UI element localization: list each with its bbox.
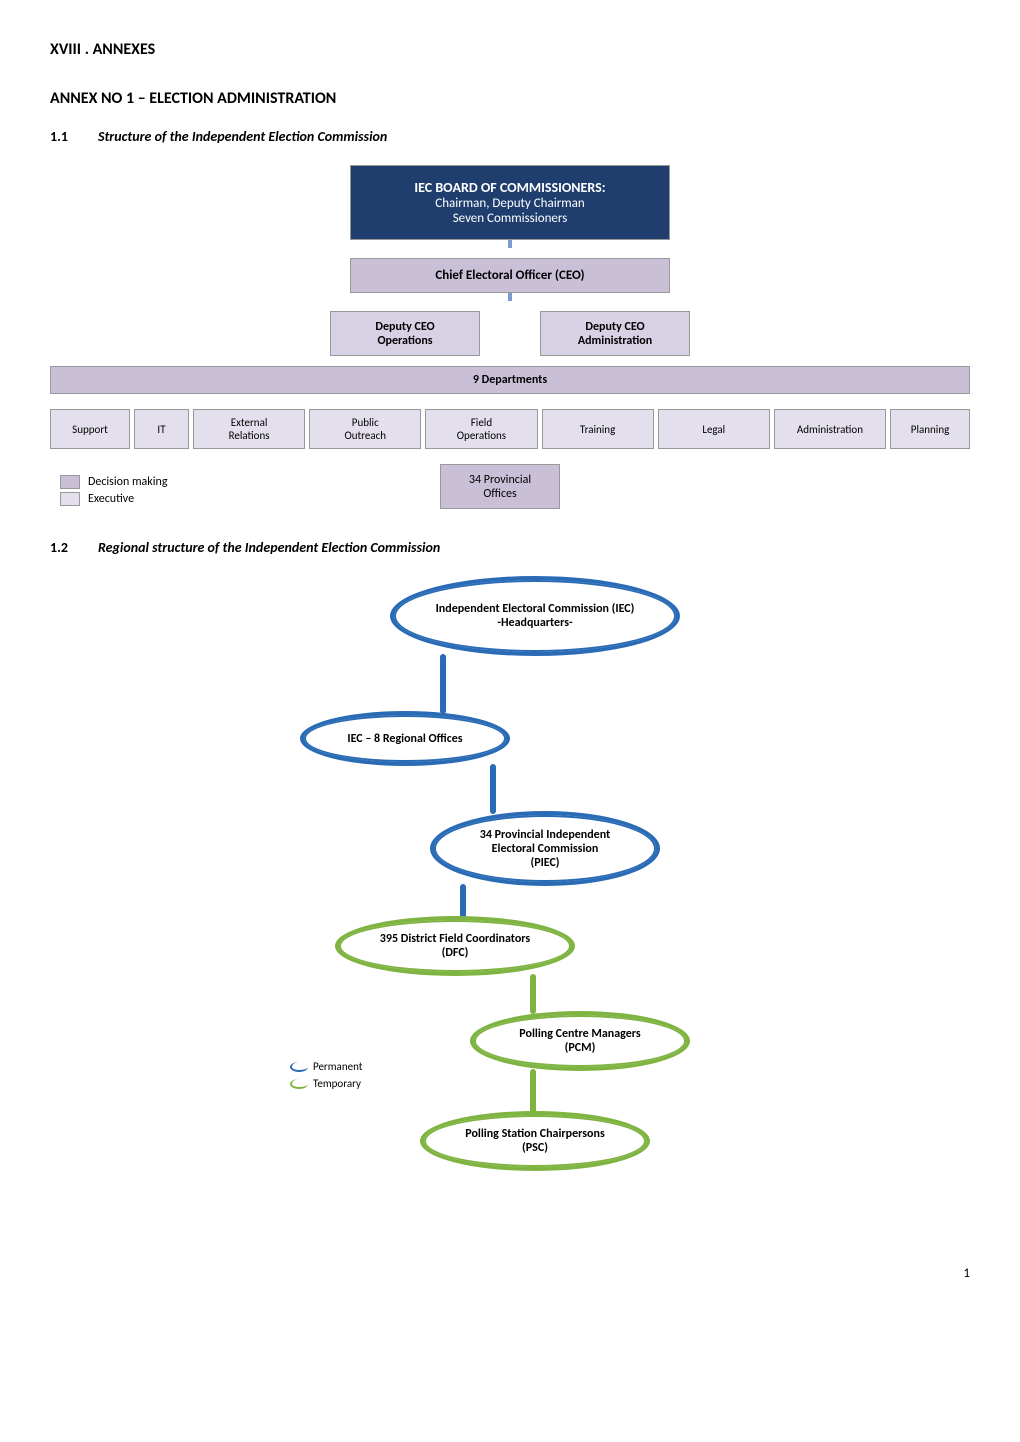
dep-admin-2: Administration xyxy=(578,334,652,348)
ext-rel-2: Relations xyxy=(229,429,270,442)
reg-off-label: IEC – 8 Regional Offices xyxy=(347,732,462,746)
dept-administration: Administration xyxy=(774,409,886,449)
psc-1: Polling Station Chairpersons xyxy=(465,1127,604,1141)
swoosh-green-icon xyxy=(290,1079,308,1089)
swoosh-blue-icon xyxy=(290,1062,308,1072)
dfc-1: 395 District Field Coordinators xyxy=(380,932,530,946)
piec-1: 34 Provincial Independent xyxy=(480,828,610,842)
ext-rel-1: External xyxy=(231,416,268,429)
board-line1: IEC BOARD OF COMMISSIONERS: xyxy=(414,179,605,196)
prov-2: Offices xyxy=(483,487,516,501)
board-line2: Chairman, Deputy Chairman xyxy=(435,196,584,211)
dept-planning: Planning xyxy=(890,409,970,449)
pcm-2: (PCM) xyxy=(565,1041,596,1055)
regional-structure-diagram: Independent Electoral Commission (IEC) -… xyxy=(290,576,730,1226)
oval-piec: 34 Provincial Independent Electoral Comm… xyxy=(430,811,660,886)
connector xyxy=(530,1069,536,1114)
oval-dfc: 395 District Field Coordinators (DFC) xyxy=(335,916,575,976)
piec-2: Electoral Commission xyxy=(492,842,599,856)
regional-legend: Permanent Temporary xyxy=(290,1056,362,1094)
field-1: Field xyxy=(471,416,492,429)
hq-line2: -Headquarters- xyxy=(497,616,572,630)
subsection-1-1: 1.1 Structure of the Independent Electio… xyxy=(50,128,970,145)
subsection-num: 1.1 xyxy=(50,128,68,145)
piec-3: (PIEC) xyxy=(530,856,559,870)
legend-temporary-label: Temporary xyxy=(313,1077,361,1090)
dep-admin-1: Deputy CEO xyxy=(585,320,644,334)
provincial-offices-box: 34 Provincial Offices xyxy=(440,464,560,509)
subsection-1-2: 1.2 Regional structure of the Independen… xyxy=(50,539,970,556)
oval-psc: Polling Station Chairpersons (PSC) xyxy=(420,1111,650,1171)
deputy-row: Deputy CEO Operations Deputy CEO Adminis… xyxy=(50,311,970,356)
org-chart-structure: IEC BOARD OF COMMISSIONERS: Chairman, De… xyxy=(50,165,970,509)
board-box: IEC BOARD OF COMMISSIONERS: Chairman, De… xyxy=(350,165,670,240)
deputy-admin-box: Deputy CEO Administration xyxy=(540,311,690,356)
oval-hq: Independent Electoral Commission (IEC) -… xyxy=(390,576,680,656)
dept-legal: Legal xyxy=(658,409,770,449)
connector xyxy=(508,240,512,248)
connector xyxy=(440,654,446,714)
page-heading: XVIII . ANNEXES xyxy=(50,40,970,59)
legend-swatch-dm xyxy=(60,475,80,489)
dept-public-outreach: Public Outreach xyxy=(309,409,421,449)
annex-heading: ANNEX NO 1 – ELECTION ADMINISTRATION xyxy=(50,89,970,108)
connector xyxy=(490,764,496,814)
legend-executive: Executive xyxy=(60,492,167,506)
connector xyxy=(460,884,466,919)
legend-ex-label: Executive xyxy=(88,492,134,506)
pub-out-2: Outreach xyxy=(344,429,386,442)
psc-2: (PSC) xyxy=(522,1141,548,1155)
deputy-ops-box: Deputy CEO Operations xyxy=(330,311,480,356)
legend-dm-label: Decision making xyxy=(88,475,167,489)
prov-1: 34 Provincial xyxy=(469,473,531,487)
page-number: 1 xyxy=(50,1266,970,1281)
dept-it: IT xyxy=(134,409,189,449)
legend-swatch-ex xyxy=(60,492,80,506)
oval-pcm: Polling Centre Managers (PCM) xyxy=(470,1011,690,1071)
subsection-title-2: Regional structure of the Independent El… xyxy=(98,539,440,556)
legend-permanent-label: Permanent xyxy=(313,1060,362,1073)
dept-external-relations: External Relations xyxy=(193,409,305,449)
subsection-title: Structure of the Independent Election Co… xyxy=(98,128,387,145)
legend-permanent: Permanent xyxy=(290,1060,362,1073)
departments-row: Support IT External Relations Public Out… xyxy=(50,409,970,449)
legend-decision-making: Decision making xyxy=(60,475,167,489)
annex-heading-text: ANNEX NO 1 – ELECTION ADMINISTRATION xyxy=(50,89,336,108)
dfc-2: (DFC) xyxy=(442,946,469,960)
oval-regional-offices: IEC – 8 Regional Offices xyxy=(300,711,510,766)
dept-training: Training xyxy=(542,409,654,449)
dep-ops-1: Deputy CEO xyxy=(375,320,434,334)
ceo-box: Chief Electoral Officer (CEO) xyxy=(350,258,670,293)
board-line3: Seven Commissioners xyxy=(453,211,568,226)
dept-field-operations: Field Operations xyxy=(425,409,537,449)
legend-temporary: Temporary xyxy=(290,1077,362,1090)
org-legend: Decision making Executive xyxy=(60,472,167,509)
departments-bar: 9 Departments xyxy=(50,366,970,394)
pcm-1: Polling Centre Managers xyxy=(519,1027,640,1041)
pub-out-1: Public xyxy=(352,416,379,429)
dep-ops-2: Operations xyxy=(377,334,432,348)
subsection-num-2: 1.2 xyxy=(50,539,68,556)
connector xyxy=(530,974,536,1014)
dept-support: Support xyxy=(50,409,130,449)
field-2: Operations xyxy=(457,429,506,442)
hq-line1: Independent Electoral Commission (IEC) xyxy=(436,602,635,616)
connector xyxy=(508,293,512,301)
